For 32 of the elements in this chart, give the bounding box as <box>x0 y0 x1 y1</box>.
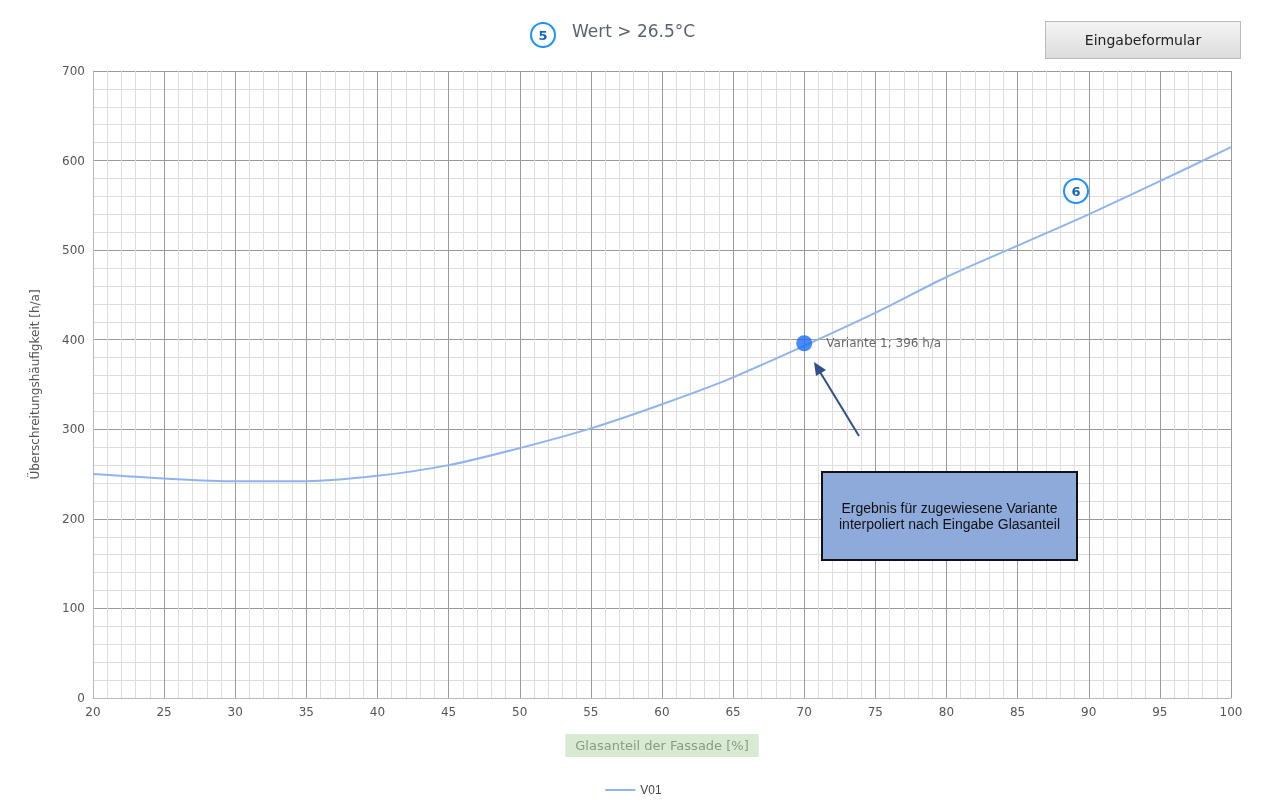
x-tick-label: 80 <box>938 705 955 719</box>
x-tick-label: 50 <box>512 705 528 719</box>
x-tick-label: 75 <box>867 705 884 719</box>
legend-label: V01 <box>640 783 662 797</box>
y-tick-label: 700 <box>62 64 85 78</box>
x-tick-label: 95 <box>1152 705 1168 719</box>
x-tick-label: 90 <box>1081 705 1097 719</box>
x-tick-label: 35 <box>298 705 315 719</box>
y-tick-label: 300 <box>62 422 85 437</box>
x-tick-label: 25 <box>156 705 172 719</box>
x-axis-title: Glasanteil der Fassade [%] <box>575 738 749 753</box>
line-series <box>92 146 1232 483</box>
y-tick-label: 600 <box>62 153 85 168</box>
x-tick-label: 20 <box>85 705 101 719</box>
y-tick-label: 0 <box>77 691 85 705</box>
y-tick-label: 200 <box>62 511 85 526</box>
x-tick-label: 30 <box>227 705 243 719</box>
button: Eingabeformular <box>1045 21 1241 59</box>
x-tick-label: 85 <box>1009 705 1026 719</box>
x-tick-label: 40 <box>369 705 386 719</box>
y-tick-label: 400 <box>62 332 85 347</box>
y-tick-label: 500 <box>62 243 85 258</box>
chart-title: Wert > 26.5°C <box>571 20 696 41</box>
x-tick-label: 65 <box>725 705 741 719</box>
x-tick-label: 45 <box>440 705 457 719</box>
y-tick-label: 100 <box>62 601 85 616</box>
x-tick-label: 60 <box>654 705 670 719</box>
text-box: Ergebnis für zugewiesene Variante interpoliert nach Eingabe Glasanteil <box>821 471 1078 561</box>
x-tick-label: 55 <box>583 705 599 719</box>
x-tick-label: 70 <box>796 705 812 719</box>
y-axis-title: Überschreitungshäufigkeit [h/a] <box>26 289 42 480</box>
x-tick-label: 100 <box>1219 705 1243 719</box>
